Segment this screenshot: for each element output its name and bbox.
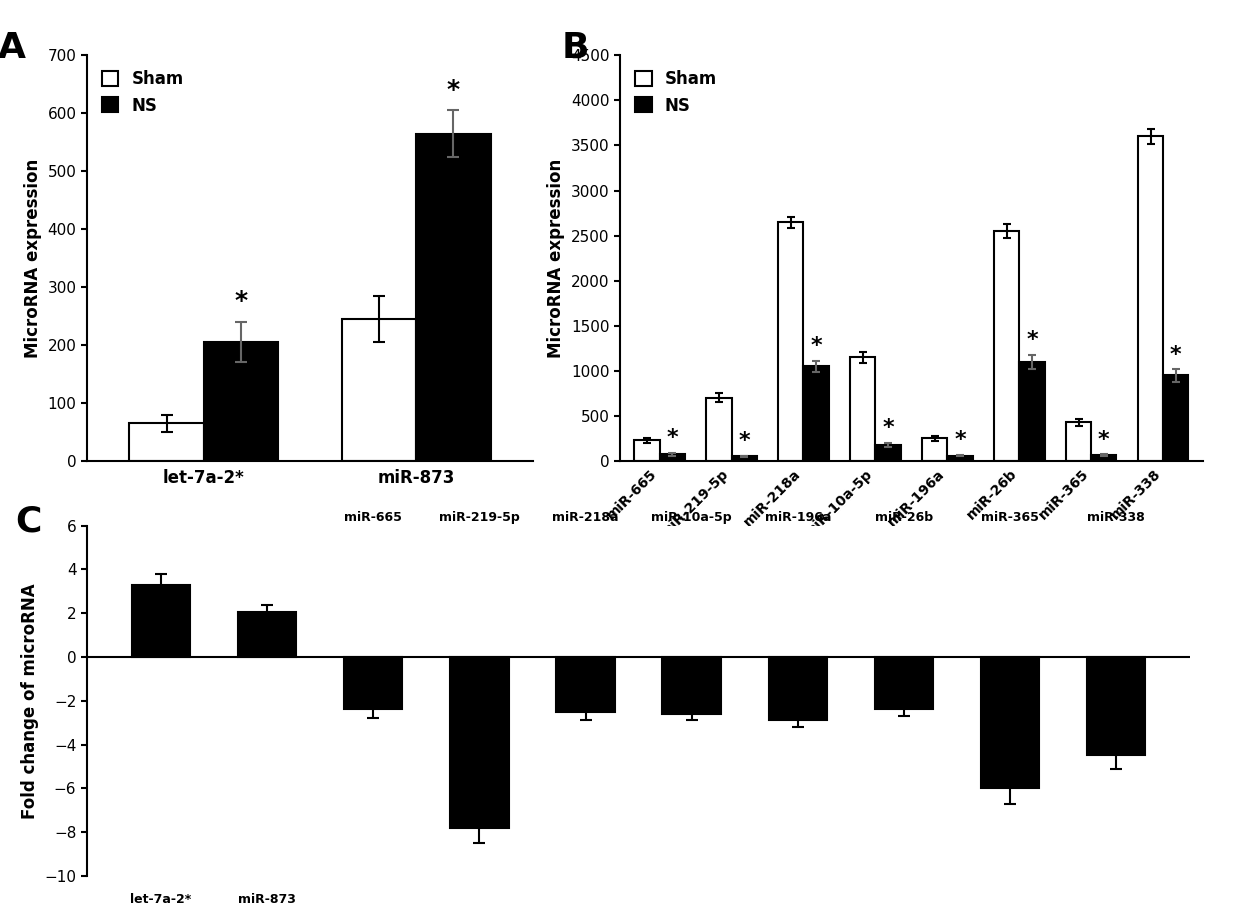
Text: *: * [1027,330,1038,350]
Bar [342,319,417,461]
Text: *: * [666,429,678,448]
Y-axis label: MicroRNA expression: MicroRNA expression [547,159,565,358]
Text: miR-10a-5p: miR-10a-5p [651,511,732,524]
Text: miR-218a: miR-218a [552,511,619,524]
Bar [345,656,403,710]
Text: *: * [1099,430,1110,450]
Text: *: * [954,431,966,450]
Bar [804,366,828,461]
Bar [635,441,660,461]
Bar [732,456,756,461]
Bar [660,455,684,461]
Bar [1087,656,1146,755]
Text: *: * [1171,345,1182,364]
Bar [203,342,278,461]
Bar [994,231,1019,461]
Bar [1163,375,1188,461]
Text: *: * [738,431,750,451]
Bar [1066,422,1091,461]
Bar [779,222,804,461]
Y-axis label: MicroRNA expression: MicroRNA expression [24,159,42,358]
Bar [1019,361,1044,461]
Bar [129,423,203,461]
Bar [662,656,720,714]
Bar [1138,136,1163,461]
Text: *: * [234,290,248,313]
Text: let-7a-2*: let-7a-2* [130,893,192,906]
Text: miR-26b: miR-26b [875,511,932,524]
Bar [131,585,190,656]
Bar [874,656,932,710]
Text: miR-665: miR-665 [345,511,402,524]
Bar [238,612,296,656]
Bar [769,656,827,720]
Bar [417,134,491,461]
Bar [1091,455,1116,461]
Bar [557,656,615,712]
Bar [981,656,1039,788]
Text: *: * [810,337,822,357]
Text: *: * [882,419,894,439]
Y-axis label: Fold change of microRNA: Fold change of microRNA [21,583,38,819]
Text: *: * [446,77,460,101]
Text: C: C [15,504,41,538]
Bar [923,439,947,461]
Text: B: B [562,31,589,65]
Bar [450,656,508,828]
Text: miR-196a: miR-196a [765,511,831,524]
Text: miR-873: miR-873 [238,893,296,906]
Legend: Sham, NS: Sham, NS [629,64,724,122]
Bar [851,358,875,461]
Bar [947,455,972,461]
Text: miR-365: miR-365 [981,511,1039,524]
Bar [875,445,900,461]
Legend: Sham, NS: Sham, NS [95,64,191,122]
Bar [707,398,732,461]
Text: A: A [0,31,26,65]
Text: miR-219-5p: miR-219-5p [439,511,520,524]
Text: miR-338: miR-338 [1087,511,1145,524]
